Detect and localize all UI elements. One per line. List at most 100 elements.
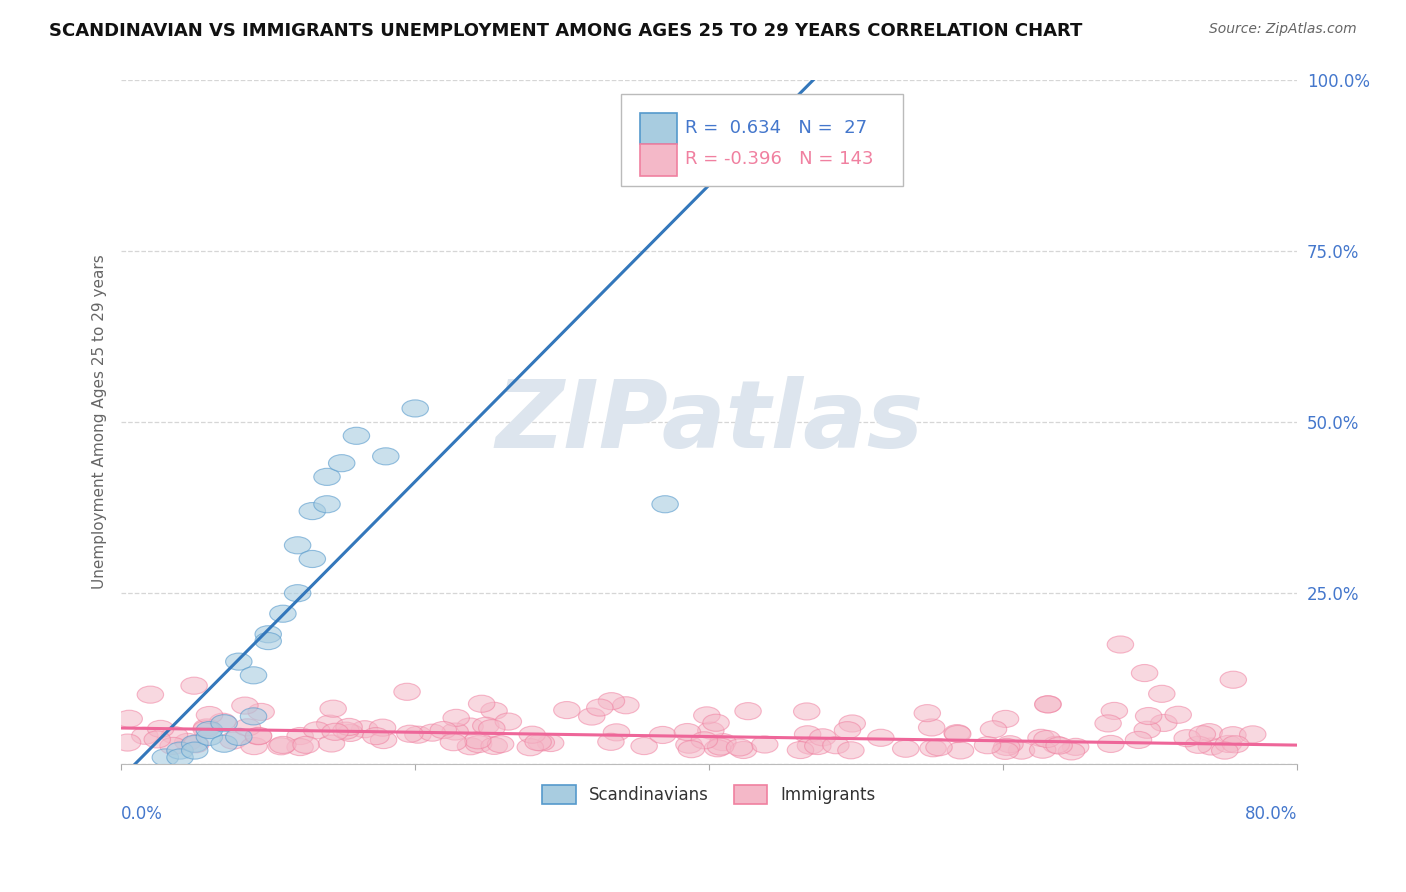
Ellipse shape [980, 721, 1007, 738]
Ellipse shape [299, 550, 326, 567]
Ellipse shape [1150, 714, 1177, 731]
Ellipse shape [402, 400, 429, 417]
Ellipse shape [1185, 736, 1212, 754]
Ellipse shape [329, 455, 354, 472]
Ellipse shape [1219, 727, 1246, 744]
Ellipse shape [457, 718, 484, 735]
Ellipse shape [652, 496, 678, 513]
Ellipse shape [727, 739, 752, 756]
Ellipse shape [352, 721, 378, 738]
Ellipse shape [183, 736, 209, 753]
Ellipse shape [247, 704, 274, 721]
Ellipse shape [1028, 730, 1054, 747]
Ellipse shape [945, 725, 972, 742]
Ellipse shape [948, 742, 974, 759]
Ellipse shape [464, 731, 491, 748]
Ellipse shape [710, 733, 737, 751]
Ellipse shape [197, 722, 222, 739]
Ellipse shape [1046, 737, 1073, 754]
Ellipse shape [132, 727, 157, 744]
Ellipse shape [678, 740, 704, 757]
Ellipse shape [735, 703, 761, 720]
Ellipse shape [284, 537, 311, 554]
Ellipse shape [287, 739, 314, 756]
Ellipse shape [254, 625, 281, 643]
Ellipse shape [794, 726, 821, 743]
Ellipse shape [321, 700, 346, 717]
Ellipse shape [181, 742, 208, 759]
Ellipse shape [314, 468, 340, 485]
Ellipse shape [370, 731, 396, 748]
Ellipse shape [419, 724, 446, 741]
Ellipse shape [517, 739, 544, 756]
Ellipse shape [363, 728, 389, 745]
Ellipse shape [396, 725, 423, 742]
Ellipse shape [676, 736, 702, 753]
Ellipse shape [1220, 671, 1247, 689]
Ellipse shape [1189, 726, 1216, 743]
Ellipse shape [613, 697, 640, 714]
Ellipse shape [1095, 714, 1122, 732]
Ellipse shape [219, 732, 246, 749]
Text: R = -0.396   N = 143: R = -0.396 N = 143 [685, 151, 873, 169]
Ellipse shape [457, 738, 484, 755]
Ellipse shape [1059, 743, 1084, 760]
Ellipse shape [1135, 722, 1160, 739]
Ellipse shape [918, 719, 945, 736]
Ellipse shape [804, 738, 831, 755]
Text: 0.0%: 0.0% [121, 805, 163, 823]
Ellipse shape [1125, 731, 1152, 748]
Ellipse shape [868, 730, 894, 747]
Ellipse shape [1033, 731, 1060, 747]
Ellipse shape [1063, 739, 1088, 756]
Ellipse shape [578, 708, 605, 725]
Ellipse shape [994, 739, 1019, 756]
Ellipse shape [240, 738, 267, 755]
Ellipse shape [707, 738, 734, 756]
Ellipse shape [586, 699, 613, 716]
Ellipse shape [1008, 742, 1035, 759]
Ellipse shape [225, 653, 252, 670]
Ellipse shape [524, 733, 551, 750]
Ellipse shape [174, 733, 201, 750]
Ellipse shape [430, 722, 457, 739]
Ellipse shape [839, 714, 866, 732]
Ellipse shape [287, 728, 314, 745]
Ellipse shape [1149, 685, 1175, 702]
Ellipse shape [299, 502, 326, 520]
Ellipse shape [240, 666, 267, 684]
Ellipse shape [650, 726, 676, 744]
Ellipse shape [693, 706, 720, 724]
Ellipse shape [245, 728, 271, 745]
Ellipse shape [974, 737, 1001, 754]
Ellipse shape [631, 738, 658, 755]
Ellipse shape [1197, 723, 1222, 740]
Y-axis label: Unemployment Among Ages 25 to 29 years: Unemployment Among Ages 25 to 29 years [93, 255, 107, 590]
Ellipse shape [1215, 735, 1241, 753]
Ellipse shape [481, 738, 508, 755]
Ellipse shape [472, 717, 499, 734]
Ellipse shape [1132, 665, 1157, 681]
Ellipse shape [1035, 696, 1062, 713]
Ellipse shape [1029, 741, 1056, 758]
Ellipse shape [405, 726, 432, 743]
Ellipse shape [465, 736, 492, 753]
Text: Source: ZipAtlas.com: Source: ZipAtlas.com [1209, 22, 1357, 37]
Text: R =  0.634   N =  27: R = 0.634 N = 27 [685, 119, 866, 136]
Ellipse shape [304, 722, 330, 739]
Ellipse shape [314, 496, 340, 513]
Ellipse shape [152, 749, 179, 766]
Ellipse shape [914, 705, 941, 722]
Ellipse shape [441, 723, 468, 740]
Ellipse shape [537, 734, 564, 752]
Ellipse shape [440, 733, 467, 751]
Ellipse shape [394, 683, 420, 700]
Ellipse shape [284, 584, 311, 602]
FancyBboxPatch shape [640, 112, 678, 145]
Ellipse shape [270, 737, 297, 754]
Ellipse shape [373, 448, 399, 465]
Ellipse shape [673, 723, 700, 740]
Ellipse shape [1098, 735, 1123, 753]
Ellipse shape [704, 739, 731, 756]
Ellipse shape [167, 742, 193, 759]
